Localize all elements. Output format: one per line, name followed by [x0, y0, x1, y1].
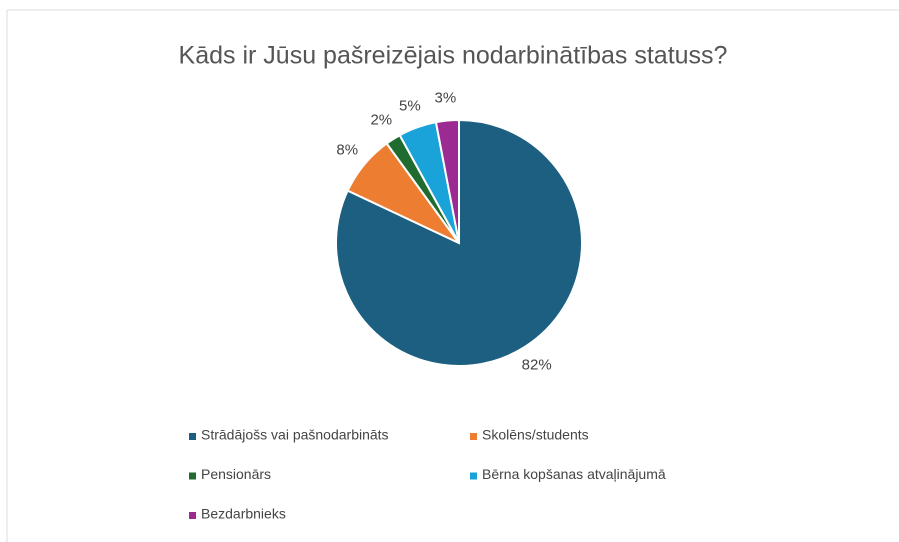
data-label: 2%: [370, 112, 392, 129]
legend-label: Bērna kopšanas atvaļinājumā: [482, 466, 666, 482]
data-label: 82%: [522, 356, 552, 373]
data-label: 8%: [336, 142, 358, 159]
legend-label: Skolēns/students: [482, 427, 589, 443]
legend-label: Pensionārs: [201, 466, 271, 482]
legend-marker: [189, 433, 196, 440]
legend-label: Strādājošs vai pašnodarbināts: [201, 427, 389, 443]
chart-title: Kāds ir Jūsu pašreizējais nodarbinātības…: [179, 42, 728, 70]
data-label: 3%: [435, 90, 457, 107]
pie-slice: [434, 118, 460, 244]
data-label: 5%: [399, 98, 421, 115]
legend-marker: [189, 472, 196, 480]
legend-marker: [189, 512, 196, 519]
legend-marker: [470, 472, 477, 480]
legend-label: Bezdarbnieks: [201, 506, 286, 522]
legend-marker: [470, 433, 477, 440]
